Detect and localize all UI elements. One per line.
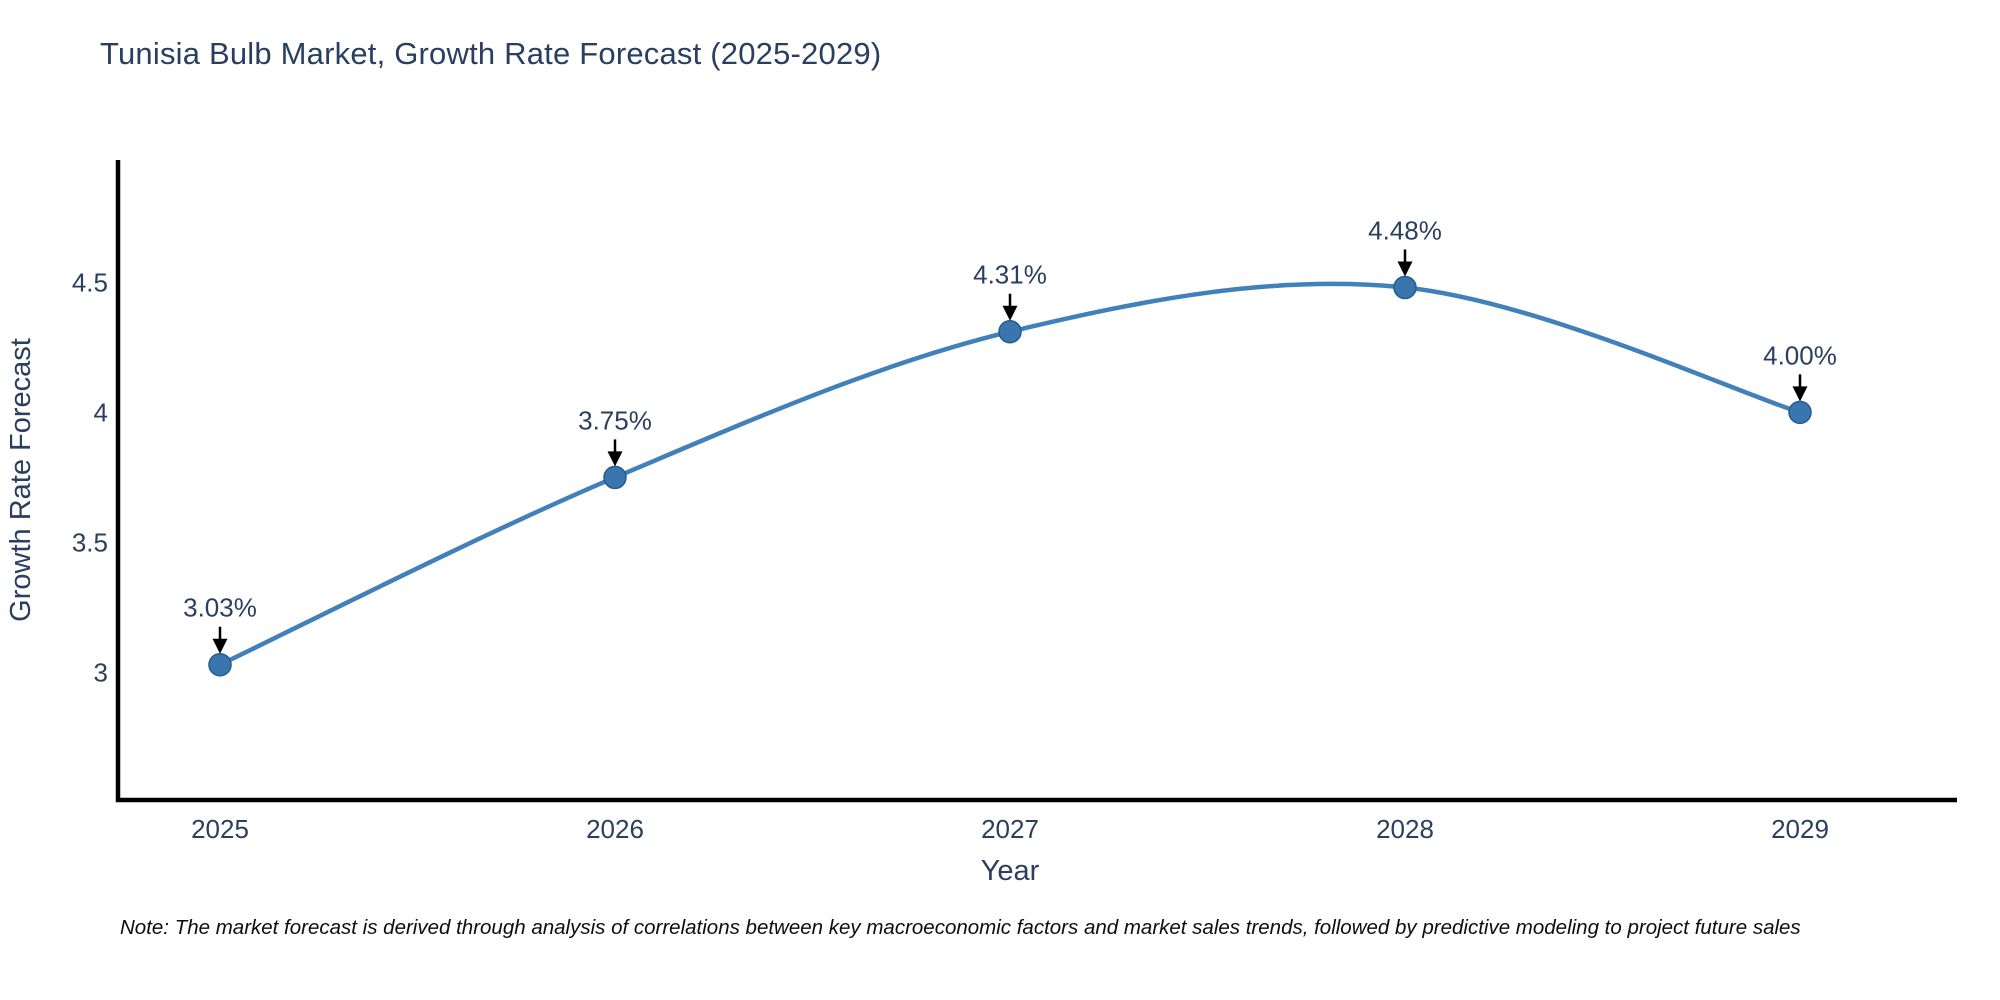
annotation-label: 4.00% — [1763, 340, 1837, 370]
y-tick-label: 3 — [94, 658, 108, 688]
y-tick-label: 4.5 — [72, 267, 108, 297]
annotation-arrowhead — [1792, 386, 1808, 402]
x-tick-label: 2027 — [981, 814, 1039, 844]
chart-title: Tunisia Bulb Market, Growth Rate Forecas… — [100, 36, 882, 71]
data-point-marker — [1788, 400, 1812, 425]
annotation-arrowhead — [1002, 305, 1018, 321]
annotation-label: 3.03% — [183, 593, 257, 623]
axis-lines — [115, 160, 1957, 803]
annotation-arrowhead — [212, 638, 228, 654]
data-point-marker — [208, 652, 232, 677]
y-axis-title: Growth Rate Forecast — [5, 338, 37, 622]
data-point-marker — [998, 319, 1022, 344]
x-axis-title: Year — [981, 855, 1040, 887]
y-tick-label: 3.5 — [72, 527, 108, 557]
annotation-label: 4.48% — [1368, 215, 1442, 245]
x-tick-label: 2025 — [191, 814, 249, 844]
x-tick-label: 2028 — [1376, 814, 1434, 844]
x-tick-label: 2029 — [1771, 814, 1829, 844]
y-tick-label: 4 — [94, 397, 108, 427]
x-tick-label: 2026 — [586, 814, 644, 844]
annotation-label: 3.75% — [578, 405, 652, 435]
footnote: Note: The market forecast is derived thr… — [120, 916, 1801, 939]
data-point-marker — [603, 465, 627, 490]
annotation-arrowhead — [1397, 261, 1413, 277]
annotation-arrowhead — [607, 451, 623, 467]
annotation-label: 4.31% — [973, 260, 1047, 290]
data-point-marker — [1393, 275, 1417, 300]
